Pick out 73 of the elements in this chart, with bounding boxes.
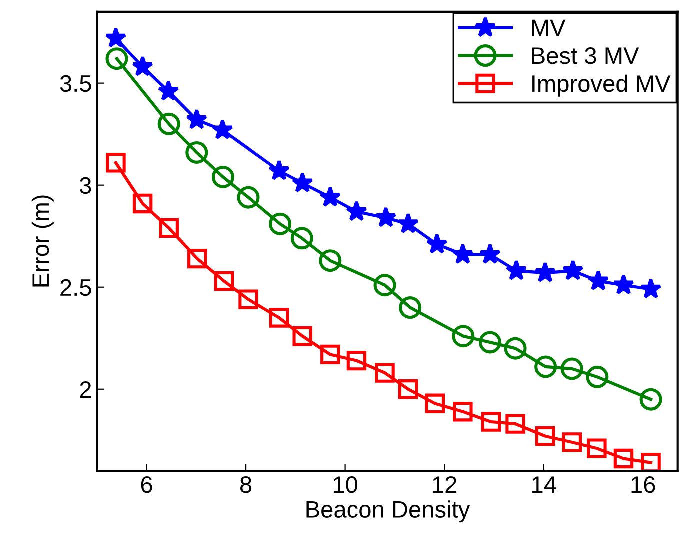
point	[478, 331, 502, 354]
point	[269, 308, 290, 328]
point	[132, 194, 153, 214]
point	[105, 27, 127, 48]
legend-label: Improved MV	[532, 74, 671, 97]
point	[290, 227, 314, 250]
point	[504, 337, 527, 360]
point	[398, 212, 420, 234]
point	[214, 271, 234, 292]
point	[320, 344, 340, 365]
point	[212, 166, 234, 188]
point	[132, 56, 154, 76]
point	[188, 248, 208, 269]
point	[614, 448, 634, 469]
x-tick-label: 14	[532, 476, 556, 493]
point	[106, 48, 128, 70]
point	[506, 260, 528, 280]
point	[186, 141, 208, 164]
point	[426, 233, 448, 254]
point	[612, 274, 635, 295]
point	[159, 218, 179, 238]
x-tick-label: 10	[334, 476, 358, 494]
point	[425, 394, 445, 414]
point	[534, 356, 558, 378]
point	[535, 426, 556, 446]
point	[238, 290, 258, 310]
point	[588, 270, 610, 291]
x-tick-label: 6	[141, 476, 152, 494]
x-axis-title: Beacon Density	[306, 500, 470, 523]
point	[398, 380, 418, 400]
legend-label: MV	[532, 20, 566, 36]
point	[346, 200, 368, 222]
point	[158, 112, 180, 136]
point	[186, 108, 208, 130]
point	[346, 350, 367, 371]
point	[237, 186, 260, 209]
point	[320, 186, 342, 207]
point	[399, 296, 422, 320]
point	[506, 414, 526, 434]
point	[560, 358, 584, 380]
point	[375, 206, 397, 228]
point	[212, 119, 234, 140]
point	[641, 452, 661, 471]
x-tick-label: 8	[240, 476, 252, 494]
y-tick-label: 2.5	[60, 279, 92, 296]
point	[292, 326, 312, 346]
y-axis-title: Error (m)	[32, 196, 54, 287]
point	[479, 243, 502, 264]
x-tick-label: 12	[433, 476, 457, 493]
x-tick-label: 16	[632, 476, 656, 494]
point	[292, 172, 314, 193]
point	[587, 438, 607, 458]
point	[319, 250, 342, 272]
point	[453, 402, 473, 422]
point	[106, 153, 126, 173]
point	[452, 243, 474, 264]
point	[269, 212, 292, 236]
point	[158, 80, 180, 101]
point	[374, 274, 396, 297]
y-tick-label: 3	[80, 177, 92, 194]
y-tick-label: 2	[80, 381, 92, 398]
point	[375, 363, 395, 383]
point	[268, 160, 290, 180]
point	[481, 412, 502, 432]
point	[640, 388, 662, 411]
y-tick-label: 3.5	[60, 75, 92, 92]
point	[586, 366, 609, 388]
point	[452, 325, 475, 348]
point	[562, 432, 582, 452]
point	[562, 260, 584, 280]
legend-label: Best 3 MV	[532, 48, 640, 64]
point	[640, 278, 662, 299]
point	[534, 262, 556, 282]
